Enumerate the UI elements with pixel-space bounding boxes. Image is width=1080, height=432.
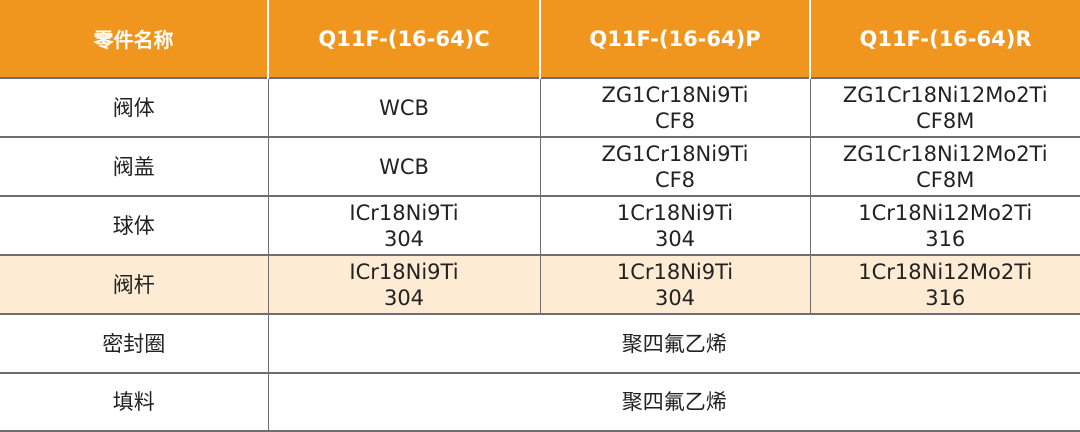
material-line: 316: [811, 226, 1080, 252]
material-line: WCB: [269, 154, 540, 180]
header-row: 零件名称 Q11F-(16-64)C Q11F-(16-64)P Q11F-(1…: [0, 0, 1080, 78]
material-c: WCB: [268, 137, 540, 196]
material-line: ZG1Cr18Ni9Ti: [541, 141, 810, 167]
material-merged: 聚四氟乙烯: [268, 373, 1080, 431]
material-line: CF8M: [811, 108, 1080, 134]
material-line: CF8M: [811, 167, 1080, 193]
header-model-p: Q11F-(16-64)P: [540, 0, 810, 78]
material-line: 316: [811, 285, 1080, 311]
material-line: 1Cr18Ni9Ti: [541, 259, 810, 285]
header-model-c: Q11F-(16-64)C: [268, 0, 540, 78]
table-row: 密封圈 聚四氟乙烯: [0, 314, 1080, 373]
material-c: WCB: [268, 78, 540, 137]
material-line: ZG1Cr18Ni12Mo2Ti: [811, 141, 1080, 167]
material-line: CF8: [541, 167, 810, 193]
material-line: ZG1Cr18Ni9Ti: [541, 82, 810, 108]
header-part-name: 零件名称: [0, 0, 268, 78]
part-name: 阀盖: [0, 137, 268, 196]
material-line: ICr18Ni9Ti: [269, 200, 540, 226]
material-line: WCB: [269, 95, 540, 121]
material-line: 304: [541, 226, 810, 252]
part-name: 阀杆: [0, 255, 268, 314]
material-line: ZG1Cr18Ni12Mo2Ti: [811, 82, 1080, 108]
material-line: 304: [541, 285, 810, 311]
header-model-r: Q11F-(16-64)R: [810, 0, 1080, 78]
part-name: 球体: [0, 196, 268, 255]
part-name: 密封圈: [0, 314, 268, 373]
part-name: 阀体: [0, 78, 268, 137]
material-merged: 聚四氟乙烯: [268, 314, 1080, 373]
part-name: 填料: [0, 373, 268, 431]
material-line: 304: [269, 285, 540, 311]
table-row: 填料 聚四氟乙烯: [0, 373, 1080, 431]
material-line: CF8: [541, 108, 810, 134]
material-line: 1Cr18Ni12Mo2Ti: [811, 259, 1080, 285]
material-line: ICr18Ni9Ti: [269, 259, 540, 285]
material-line: 1Cr18Ni12Mo2Ti: [811, 200, 1080, 226]
material-line: 1Cr18Ni9Ti: [541, 200, 810, 226]
material-line: 304: [269, 226, 540, 252]
